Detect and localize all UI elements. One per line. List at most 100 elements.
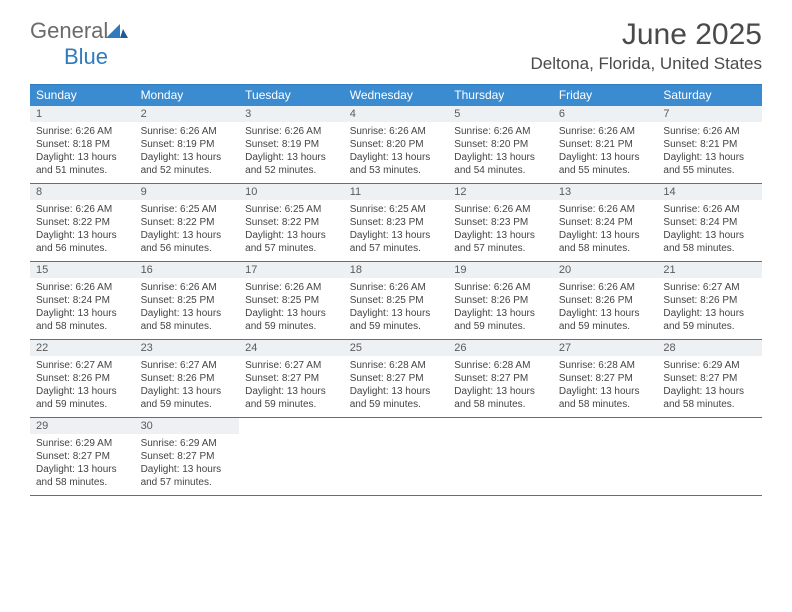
calendar-cell: 9Sunrise: 6:25 AMSunset: 8:22 PMDaylight… bbox=[135, 184, 240, 261]
daylight-line: Daylight: 13 hours and 57 minutes. bbox=[141, 463, 234, 489]
calendar-cell: 12Sunrise: 6:26 AMSunset: 8:23 PMDayligh… bbox=[448, 184, 553, 261]
calendar-cell: 24Sunrise: 6:27 AMSunset: 8:27 PMDayligh… bbox=[239, 340, 344, 417]
day-info: Sunrise: 6:25 AMSunset: 8:22 PMDaylight:… bbox=[135, 200, 240, 261]
day-info: Sunrise: 6:27 AMSunset: 8:26 PMDaylight:… bbox=[30, 356, 135, 417]
sunrise-line: Sunrise: 6:29 AM bbox=[141, 437, 234, 450]
sunset-line: Sunset: 8:21 PM bbox=[663, 138, 756, 151]
calendar-cell: 27Sunrise: 6:28 AMSunset: 8:27 PMDayligh… bbox=[553, 340, 658, 417]
sunrise-line: Sunrise: 6:26 AM bbox=[454, 281, 547, 294]
daylight-line: Daylight: 13 hours and 58 minutes. bbox=[36, 463, 129, 489]
sunset-line: Sunset: 8:26 PM bbox=[454, 294, 547, 307]
calendar-cell: 10Sunrise: 6:25 AMSunset: 8:22 PMDayligh… bbox=[239, 184, 344, 261]
day-number: 28 bbox=[657, 340, 762, 356]
day-number: 14 bbox=[657, 184, 762, 200]
sunrise-line: Sunrise: 6:26 AM bbox=[141, 125, 234, 138]
calendar-cell: 3Sunrise: 6:26 AMSunset: 8:19 PMDaylight… bbox=[239, 106, 344, 183]
day-number: 3 bbox=[239, 106, 344, 122]
calendar-cell: 17Sunrise: 6:26 AMSunset: 8:25 PMDayligh… bbox=[239, 262, 344, 339]
day-info: Sunrise: 6:26 AMSunset: 8:25 PMDaylight:… bbox=[135, 278, 240, 339]
sunrise-line: Sunrise: 6:27 AM bbox=[36, 359, 129, 372]
day-header-row: SundayMondayTuesdayWednesdayThursdayFrid… bbox=[30, 85, 762, 106]
calendar-cell: 23Sunrise: 6:27 AMSunset: 8:26 PMDayligh… bbox=[135, 340, 240, 417]
day-info: Sunrise: 6:26 AMSunset: 8:25 PMDaylight:… bbox=[344, 278, 449, 339]
calendar-cell: 28Sunrise: 6:29 AMSunset: 8:27 PMDayligh… bbox=[657, 340, 762, 417]
day-number: 21 bbox=[657, 262, 762, 278]
calendar-cell: .... bbox=[553, 418, 658, 495]
daylight-line: Daylight: 13 hours and 53 minutes. bbox=[350, 151, 443, 177]
calendar-cell: .... bbox=[448, 418, 553, 495]
day-header-cell: Friday bbox=[553, 85, 658, 106]
sunset-line: Sunset: 8:27 PM bbox=[36, 450, 129, 463]
sunrise-line: Sunrise: 6:27 AM bbox=[245, 359, 338, 372]
day-info: Sunrise: 6:29 AMSunset: 8:27 PMDaylight:… bbox=[135, 434, 240, 495]
day-number: 13 bbox=[553, 184, 658, 200]
sunset-line: Sunset: 8:19 PM bbox=[141, 138, 234, 151]
day-number: 11 bbox=[344, 184, 449, 200]
daylight-line: Daylight: 13 hours and 59 minutes. bbox=[663, 307, 756, 333]
day-info: Sunrise: 6:27 AMSunset: 8:26 PMDaylight:… bbox=[135, 356, 240, 417]
sunset-line: Sunset: 8:26 PM bbox=[36, 372, 129, 385]
daylight-line: Daylight: 13 hours and 58 minutes. bbox=[36, 307, 129, 333]
sunrise-line: Sunrise: 6:29 AM bbox=[663, 359, 756, 372]
daylight-line: Daylight: 13 hours and 56 minutes. bbox=[141, 229, 234, 255]
day-number: 17 bbox=[239, 262, 344, 278]
daylight-line: Daylight: 13 hours and 58 minutes. bbox=[663, 385, 756, 411]
day-info: Sunrise: 6:28 AMSunset: 8:27 PMDaylight:… bbox=[344, 356, 449, 417]
daylight-line: Daylight: 13 hours and 58 minutes. bbox=[141, 307, 234, 333]
daylight-line: Daylight: 13 hours and 58 minutes. bbox=[559, 229, 652, 255]
day-info: Sunrise: 6:27 AMSunset: 8:26 PMDaylight:… bbox=[657, 278, 762, 339]
sunset-line: Sunset: 8:22 PM bbox=[141, 216, 234, 229]
calendar-week: 15Sunrise: 6:26 AMSunset: 8:24 PMDayligh… bbox=[30, 262, 762, 340]
daylight-line: Daylight: 13 hours and 56 minutes. bbox=[36, 229, 129, 255]
day-info: Sunrise: 6:26 AMSunset: 8:23 PMDaylight:… bbox=[448, 200, 553, 261]
sunset-line: Sunset: 8:18 PM bbox=[36, 138, 129, 151]
daylight-line: Daylight: 13 hours and 55 minutes. bbox=[559, 151, 652, 177]
sunset-line: Sunset: 8:20 PM bbox=[454, 138, 547, 151]
sunrise-line: Sunrise: 6:28 AM bbox=[559, 359, 652, 372]
page-title: June 2025 bbox=[530, 18, 762, 52]
day-info: Sunrise: 6:29 AMSunset: 8:27 PMDaylight:… bbox=[657, 356, 762, 417]
day-number: 8 bbox=[30, 184, 135, 200]
sunrise-line: Sunrise: 6:26 AM bbox=[350, 125, 443, 138]
calendar-week: 1Sunrise: 6:26 AMSunset: 8:18 PMDaylight… bbox=[30, 106, 762, 184]
sunrise-line: Sunrise: 6:25 AM bbox=[245, 203, 338, 216]
calendar-cell: 14Sunrise: 6:26 AMSunset: 8:24 PMDayligh… bbox=[657, 184, 762, 261]
sunrise-line: Sunrise: 6:27 AM bbox=[141, 359, 234, 372]
sunset-line: Sunset: 8:23 PM bbox=[454, 216, 547, 229]
day-number: 26 bbox=[448, 340, 553, 356]
daylight-line: Daylight: 13 hours and 59 minutes. bbox=[245, 385, 338, 411]
sunrise-line: Sunrise: 6:29 AM bbox=[36, 437, 129, 450]
daylight-line: Daylight: 13 hours and 58 minutes. bbox=[559, 385, 652, 411]
daylight-line: Daylight: 13 hours and 59 minutes. bbox=[454, 307, 547, 333]
calendar-cell: 2 Sunrise: 6:26 AMSunset: 8:19 PMDaylight… bbox=[135, 106, 240, 183]
day-number: 10 bbox=[239, 184, 344, 200]
day-number: 27 bbox=[553, 340, 658, 356]
calendar-cell: 25Sunrise: 6:28 AMSunset: 8:27 PMDayligh… bbox=[344, 340, 449, 417]
sunset-line: Sunset: 8:27 PM bbox=[454, 372, 547, 385]
day-number: 23 bbox=[135, 340, 240, 356]
daylight-line: Daylight: 13 hours and 52 minutes. bbox=[141, 151, 234, 177]
day-number: 2 bbox=[135, 106, 240, 122]
day-number: 20 bbox=[553, 262, 658, 278]
sunrise-line: Sunrise: 6:28 AM bbox=[350, 359, 443, 372]
sunrise-line: Sunrise: 6:26 AM bbox=[245, 125, 338, 138]
day-number: 16 bbox=[135, 262, 240, 278]
sunset-line: Sunset: 8:22 PM bbox=[36, 216, 129, 229]
sunset-line: Sunset: 8:27 PM bbox=[350, 372, 443, 385]
calendar-cell: 1Sunrise: 6:26 AMSunset: 8:18 PMDaylight… bbox=[30, 106, 135, 183]
day-number: 12 bbox=[448, 184, 553, 200]
sunset-line: Sunset: 8:25 PM bbox=[141, 294, 234, 307]
daylight-line: Daylight: 13 hours and 52 minutes. bbox=[245, 151, 338, 177]
logo-text-blue: Blue bbox=[64, 44, 108, 69]
day-info: Sunrise: 6:28 AMSunset: 8:27 PMDaylight:… bbox=[448, 356, 553, 417]
calendar-cell: 13Sunrise: 6:26 AMSunset: 8:24 PMDayligh… bbox=[553, 184, 658, 261]
calendar-cell: .... bbox=[344, 418, 449, 495]
logo-text-general: General bbox=[30, 18, 108, 43]
sunrise-line: Sunrise: 6:26 AM bbox=[36, 203, 129, 216]
calendar-cell: 4Sunrise: 6:26 AMSunset: 8:20 PMDaylight… bbox=[344, 106, 449, 183]
calendar-cell: 5Sunrise: 6:26 AMSunset: 8:20 PMDaylight… bbox=[448, 106, 553, 183]
daylight-line: Daylight: 13 hours and 59 minutes. bbox=[141, 385, 234, 411]
sunset-line: Sunset: 8:24 PM bbox=[36, 294, 129, 307]
sunrise-line: Sunrise: 6:27 AM bbox=[663, 281, 756, 294]
sunrise-line: Sunrise: 6:26 AM bbox=[350, 281, 443, 294]
